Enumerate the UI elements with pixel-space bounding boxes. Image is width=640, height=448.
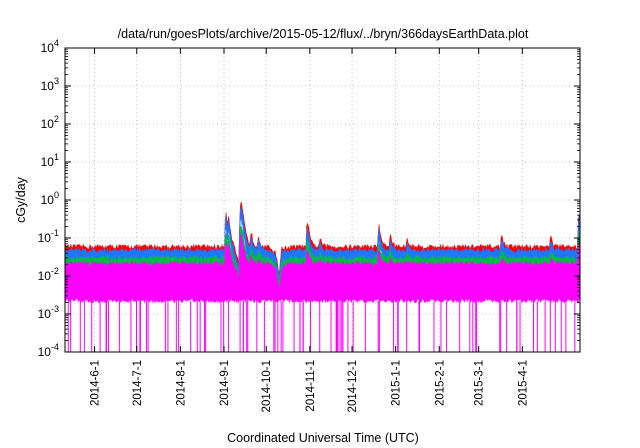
y-tick-label: 101 [41,152,59,169]
y-tick-label: 102 [41,114,59,131]
chart-title: /data/run/goesPlots/archive/2015-05-12/f… [118,27,529,41]
y-tick-base: 10 [38,307,52,321]
y-tick-exponent: 2 [54,114,59,124]
y-tick-base: 10 [41,79,55,93]
y-tick-label: 10-1 [38,228,59,245]
x-tick-label: 2015-4-1 [517,360,529,406]
plot-border [64,47,581,353]
grid-lines [65,48,580,352]
x-tick-label: 2014-12-1 [347,360,359,412]
y-tick-label: 104 [41,38,59,55]
y-tick-exponent: 0 [54,190,59,200]
plot-frame [64,47,581,353]
y-tick-label: 100 [41,190,59,207]
x-tick-label: 2014-6-1 [90,360,102,406]
series-4 [64,233,581,352]
y-tick-base: 10 [41,193,55,207]
y-axis-label: cGy/day [14,176,28,223]
y-tick-base: 10 [38,269,52,283]
x-tick-labels: 2014-6-1 2014-7-1 2014-8-1 2014-9-1 2014-10-… [90,360,530,412]
y-tick-base: 10 [41,155,55,169]
x-tick-label: 2014-9-1 [219,360,231,406]
y-tick-label: 10-2 [38,266,59,283]
x-tick-label: 2014-10-1 [261,360,273,412]
y-tick-label: 103 [41,76,59,93]
y-tick-base: 10 [38,231,52,245]
x-axis-label: Coordinated Universal Time (UTC) [227,431,419,445]
x-tick-label: 2015-3-1 [474,360,486,406]
x-tick-label: 2014-8-1 [175,360,187,406]
y-tick-base: 10 [38,345,52,359]
x-tick-label: 2014-7-1 [132,360,144,406]
y-tick-exponent: -3 [51,304,59,314]
x-tick-label: 2014-11-1 [305,360,317,412]
y-tick-base: 10 [41,117,55,131]
y-tick-label: 10-4 [38,342,59,359]
y-tick-exponent: -1 [51,228,59,238]
y-tick-label: 10-3 [38,304,59,321]
y-tick-exponent: 3 [54,76,59,86]
y-tick-base: 10 [41,41,55,55]
y-tick-exponent: -4 [51,342,59,352]
x-tick-label: 2015-1-1 [391,360,403,406]
y-tick-exponent: 1 [54,152,59,162]
y-tick-exponent: 4 [54,38,59,48]
x-tick-label: 2015-2-1 [434,360,446,406]
y-tick-exponent: -2 [51,266,59,276]
